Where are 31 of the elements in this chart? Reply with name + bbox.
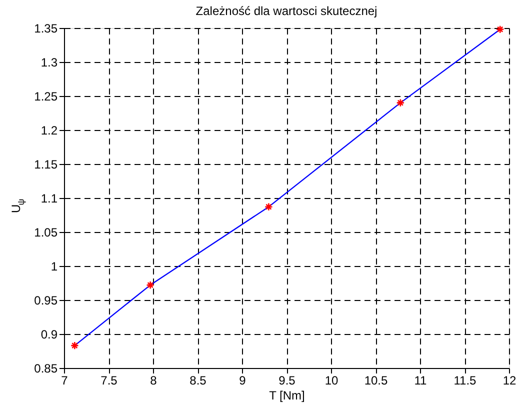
x-tick-label: 10 (324, 374, 338, 388)
y-tick-label: 1.2 (40, 124, 58, 138)
point (396, 98, 405, 107)
y-tick-label: 1.1 (40, 192, 58, 206)
y-tick-label: 1 (50, 260, 58, 274)
x-tick-label: 7.5 (100, 374, 118, 388)
x-tick-label: 8.5 (190, 374, 207, 388)
point (70, 341, 79, 350)
y-tick-label: 1.15 (34, 158, 58, 172)
line-series (74, 28, 501, 346)
y-axis-title: Uψ (9, 198, 26, 213)
y-tick-label: 0.95 (34, 294, 58, 308)
y-tick-label: 1.35 (34, 22, 58, 36)
x-axis-title: T [Nm] (269, 388, 305, 402)
x-tick-label: 9.5 (278, 374, 296, 388)
y-tick-label: 1.05 (34, 226, 58, 240)
x-tick-label: 7 (61, 374, 68, 388)
point (496, 25, 504, 34)
y-tick-label: 1.25 (34, 90, 58, 104)
x-tick-label: 11 (414, 374, 428, 388)
x-tick-label: 9 (239, 374, 246, 388)
point (264, 202, 273, 212)
point (146, 280, 155, 290)
y-tick-label: 1.3 (40, 56, 58, 70)
x-tick-label: 11.5 (454, 374, 477, 388)
y-tick-label: 0.85 (34, 362, 58, 376)
y-tick-label: 0.9 (40, 328, 58, 342)
x-tick-label: 12 (502, 374, 516, 388)
chart-title: Zależność dla wartosci skutecznej (196, 4, 378, 18)
x-tick-label: 8 (150, 374, 158, 388)
x-tick-label: 10.5 (364, 374, 388, 388)
